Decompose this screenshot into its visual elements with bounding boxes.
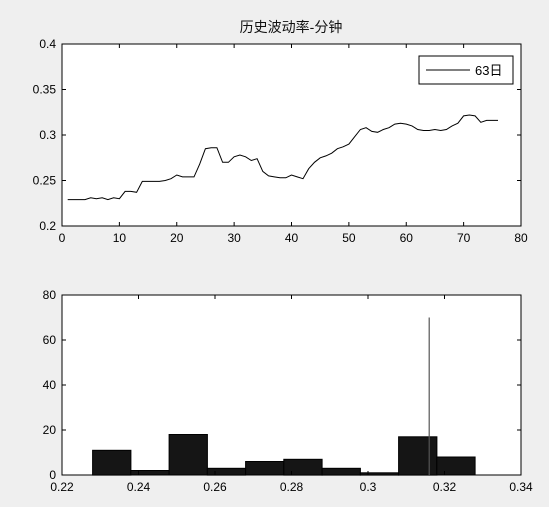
legend: 63日 [418, 55, 514, 85]
top-line-chart: 历史波动率-分钟 0 10 20 30 40 50 60 70 80 0.2 0.25 0.3 0.35… [33, 19, 528, 245]
histogram-bars [92, 434, 476, 476]
histogram-bar [436, 456, 476, 476]
histogram-bar [168, 434, 208, 476]
bottom-y-tick-label: 40 [43, 378, 57, 392]
histogram-bar [92, 449, 132, 476]
bottom-x-tick-label: 0.28 [280, 480, 304, 494]
bottom-histogram: 0.22 0.24 0.26 0.28 0.3 0.32 0.34 0 20 40 60 80 [43, 288, 533, 494]
bottom-x-tick-label: 0.22 [50, 480, 74, 494]
bottom-x-tick-label: 0.3 [360, 480, 377, 494]
bottom-y-tick-label: 20 [43, 423, 57, 437]
top-axis-ticks: 0 10 20 30 40 50 60 70 80 0.2 0.25 0.3 0.35 0.4 [33, 37, 528, 245]
top-chart-title: 历史波动率-分钟 [240, 19, 343, 35]
top-series-line [67, 114, 498, 201]
legend-label: 63日 [475, 63, 502, 78]
top-x-tick-label: 70 [457, 231, 471, 245]
histogram-bar [321, 467, 361, 476]
bottom-x-tick-label: 0.34 [509, 480, 533, 494]
top-y-tick-label: 0.4 [39, 37, 56, 51]
histogram-bar [130, 470, 170, 476]
histogram-bar [359, 472, 400, 476]
top-y-tick-label: 0.35 [33, 83, 57, 97]
histogram-bar [206, 467, 247, 476]
top-y-tick-label: 0.25 [33, 174, 57, 188]
top-y-tick-label: 0.3 [39, 128, 56, 142]
bottom-y-tick-label: 60 [43, 333, 57, 347]
bottom-y-tick-label: 0 [49, 468, 56, 482]
histogram-bar [283, 458, 323, 476]
bottom-x-tick-label: 0.26 [203, 480, 227, 494]
bottom-plot-area [61, 294, 522, 476]
top-x-tick-label: 80 [514, 231, 528, 245]
top-x-tick-label: 50 [342, 231, 356, 245]
top-x-tick-label: 40 [285, 231, 299, 245]
bottom-y-tick-label: 80 [43, 288, 57, 302]
top-x-tick-label: 0 [59, 231, 66, 245]
top-x-tick-label: 30 [227, 231, 241, 245]
bottom-axis-ticks: 0.22 0.24 0.26 0.28 0.3 0.32 0.34 0 20 40 60 80 [43, 288, 533, 494]
histogram-bar [398, 436, 438, 476]
histogram-bar [245, 461, 285, 476]
bottom-x-tick-label: 0.32 [433, 480, 457, 494]
top-x-tick-label: 60 [400, 231, 414, 245]
top-x-tick-label: 10 [113, 231, 127, 245]
series-line-63 [67, 114, 498, 201]
top-x-tick-label: 20 [170, 231, 184, 245]
bottom-x-tick-label: 0.24 [127, 480, 151, 494]
top-y-tick-label: 0.2 [39, 219, 56, 233]
